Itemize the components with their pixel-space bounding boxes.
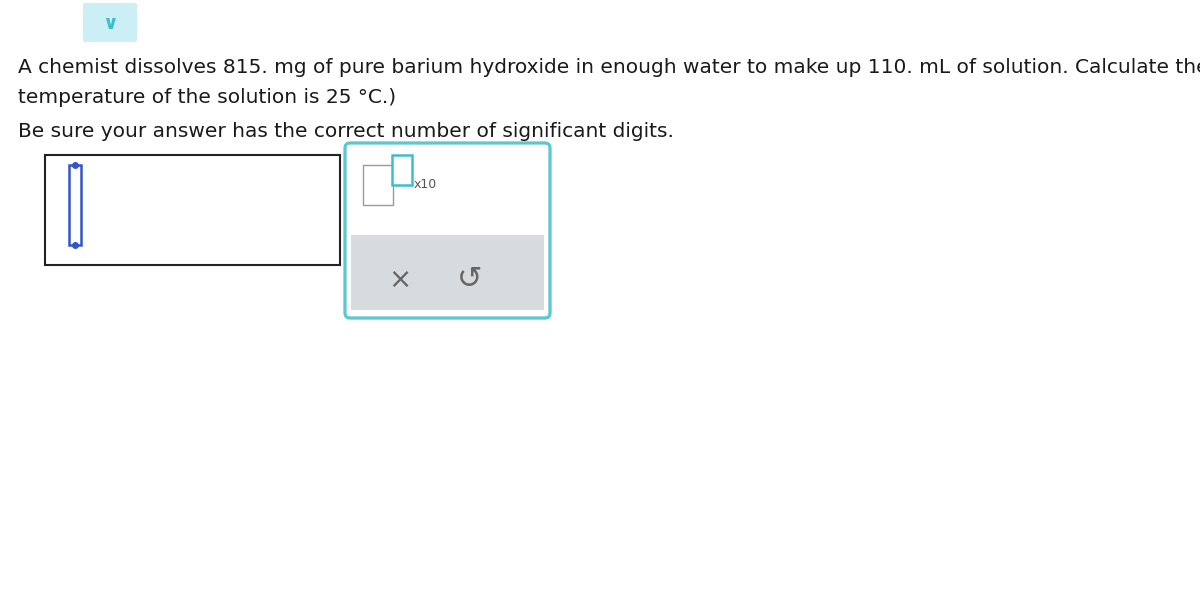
Text: ×: × xyxy=(389,266,412,294)
Text: ∨: ∨ xyxy=(102,14,118,33)
FancyBboxPatch shape xyxy=(83,3,137,42)
Text: Be sure your answer has the correct number of significant digits.: Be sure your answer has the correct numb… xyxy=(18,122,674,141)
FancyBboxPatch shape xyxy=(346,143,550,318)
Bar xyxy=(392,155,412,185)
Bar xyxy=(364,165,394,205)
Bar xyxy=(352,235,544,310)
Text: ↺: ↺ xyxy=(457,265,482,295)
Bar xyxy=(70,165,82,245)
Bar xyxy=(46,155,340,265)
Text: A chemist dissolves 815. mg of pure barium hydroxide in enough water to make up : A chemist dissolves 815. mg of pure bari… xyxy=(18,58,1200,77)
Text: x10: x10 xyxy=(414,179,437,192)
Text: temperature of the solution is 25 °C.): temperature of the solution is 25 °C.) xyxy=(18,88,396,107)
